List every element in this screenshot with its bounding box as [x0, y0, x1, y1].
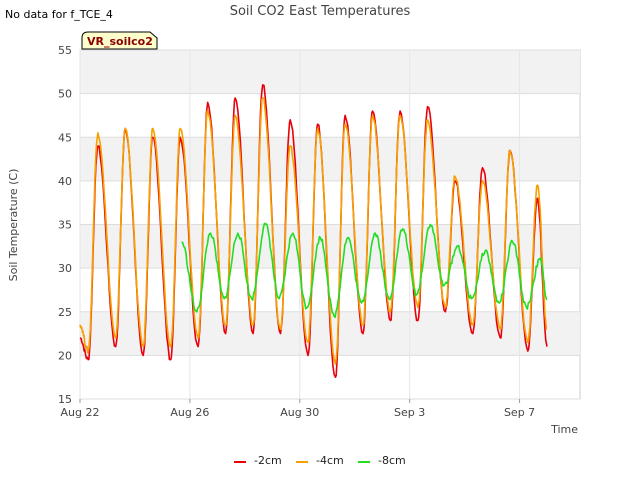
legend-item[interactable]: -4cm [296, 454, 344, 467]
plot-band [80, 137, 580, 181]
x-tick-label: Sep 7 [504, 406, 535, 419]
legend: -2cm -4cm -8cm [234, 454, 406, 467]
x-axis-ticks: Aug 22 Aug 26 Aug 30 Sep 3 Sep 7 [61, 399, 535, 419]
legend-item[interactable]: -2cm [234, 454, 282, 467]
x-tick-label: Aug 22 [61, 406, 100, 419]
y-tick-label: 45 [58, 131, 72, 144]
x-axis-label: Time [550, 423, 578, 436]
series-badge[interactable]: VR_soilco2 [81, 31, 158, 50]
y-tick-label: 40 [58, 175, 72, 188]
series-lines [79, 84, 548, 378]
y-tick-label: 30 [58, 262, 72, 275]
series-line-8cmcm [181, 222, 548, 319]
series-line-4cmcm [79, 97, 548, 365]
legend-label: -2cm [254, 454, 282, 467]
badge-label: VR_soilco2 [87, 35, 153, 48]
y-axis-ticks: 15 20 25 30 35 40 45 50 55 [58, 44, 72, 406]
badge-shape [81, 31, 158, 50]
y-tick-label: 15 [58, 393, 72, 406]
y-tick-label: 50 [58, 88, 72, 101]
no-data-note: No data for f_TCE_4 [5, 8, 113, 21]
y-tick-label: 25 [58, 306, 72, 319]
x-tick-label: Aug 30 [280, 406, 319, 419]
x-tick-label: Aug 26 [170, 406, 209, 419]
chart-title: Soil CO2 East Temperatures [230, 4, 411, 19]
y-tick-label: 55 [58, 44, 72, 57]
x-tick-label: Sep 3 [394, 406, 425, 419]
legend-item[interactable]: -8cm [358, 454, 406, 467]
y-axis-label: Soil Temperature (C) [7, 169, 20, 282]
plot-band [80, 50, 580, 94]
legend-label: -8cm [378, 454, 406, 467]
y-tick-label: 20 [58, 349, 72, 362]
y-tick-label: 35 [58, 219, 72, 232]
legend-label: -4cm [316, 454, 344, 467]
